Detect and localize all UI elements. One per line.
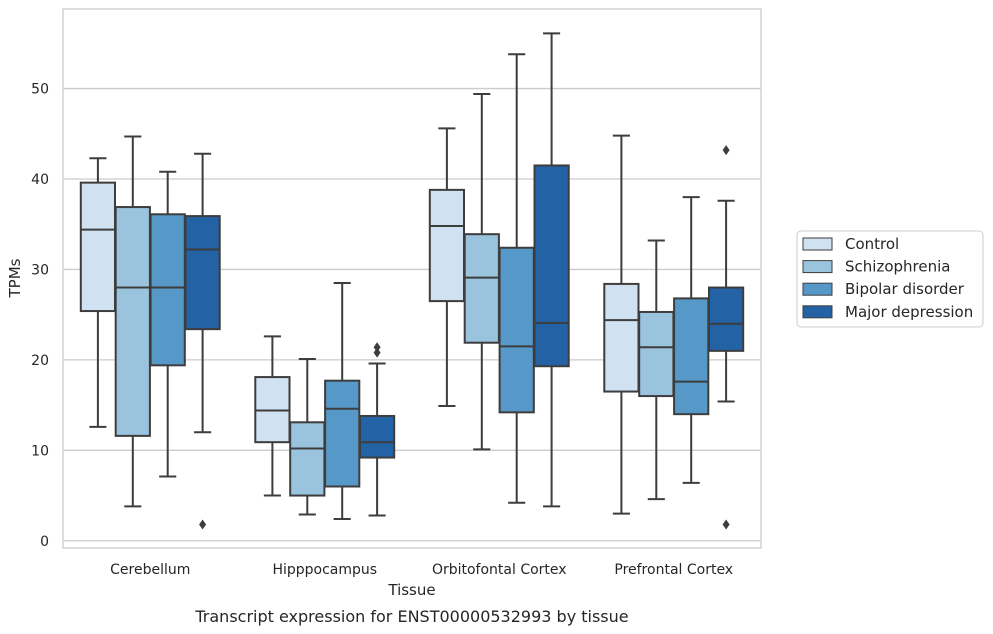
- box: [324, 379, 361, 488]
- outlier-point: [199, 519, 207, 530]
- outlier-point: [373, 347, 381, 358]
- y-tick-label: 30: [31, 262, 49, 278]
- box: [289, 421, 326, 497]
- box: [184, 215, 221, 331]
- x-tick-label: Cerebellum: [110, 562, 190, 578]
- outlier-point: [373, 342, 381, 353]
- box: [358, 414, 396, 459]
- legend-swatch: [802, 260, 833, 274]
- x-tick-label: Hipppocampus: [272, 562, 377, 578]
- chart-caption: Transcript expression for ENST0000053299…: [194, 607, 628, 626]
- y-tick-label: 0: [40, 534, 49, 550]
- y-tick-label: 10: [31, 443, 49, 459]
- box: [79, 181, 117, 313]
- outlier-point: [722, 145, 730, 156]
- legend-label: Major depression: [845, 303, 973, 321]
- legend-swatch: [802, 282, 833, 296]
- box: [428, 188, 466, 303]
- y-tick-label: 40: [31, 172, 49, 188]
- legend-label: Control: [845, 235, 899, 253]
- legend: Control Schizophrenia Bipolar disorder Majo…: [796, 230, 984, 328]
- box: [533, 164, 570, 368]
- legend-swatch: [802, 305, 833, 319]
- x-axis-label: Tissue: [387, 581, 435, 599]
- box: [603, 282, 640, 393]
- y-tick-label: 50: [31, 82, 49, 98]
- y-axis-ticks: 0 10 20 30 40 50: [31, 82, 49, 550]
- legend-frame: [796, 230, 984, 328]
- box: [707, 286, 745, 352]
- box: [673, 297, 710, 416]
- y-axis-label: TPMs: [6, 258, 24, 298]
- box: [498, 246, 535, 414]
- x-tick-label: Orbitofontal Cortex: [432, 562, 567, 578]
- box: [149, 213, 186, 367]
- legend-label: Schizophrenia: [845, 258, 950, 276]
- legend-label: Bipolar disorder: [845, 280, 965, 298]
- x-axis-ticks: Cerebellum Hipppocampus Orbitofontal Corte…: [110, 562, 733, 578]
- box: [114, 206, 151, 437]
- box-series-group: [79, 32, 745, 530]
- box: [638, 310, 675, 398]
- legend-swatch: [802, 237, 833, 251]
- y-tick-label: 20: [31, 353, 49, 369]
- outlier-point: [722, 519, 730, 530]
- x-tick-label: Prefrontal Cortex: [614, 562, 733, 578]
- box: [463, 233, 500, 344]
